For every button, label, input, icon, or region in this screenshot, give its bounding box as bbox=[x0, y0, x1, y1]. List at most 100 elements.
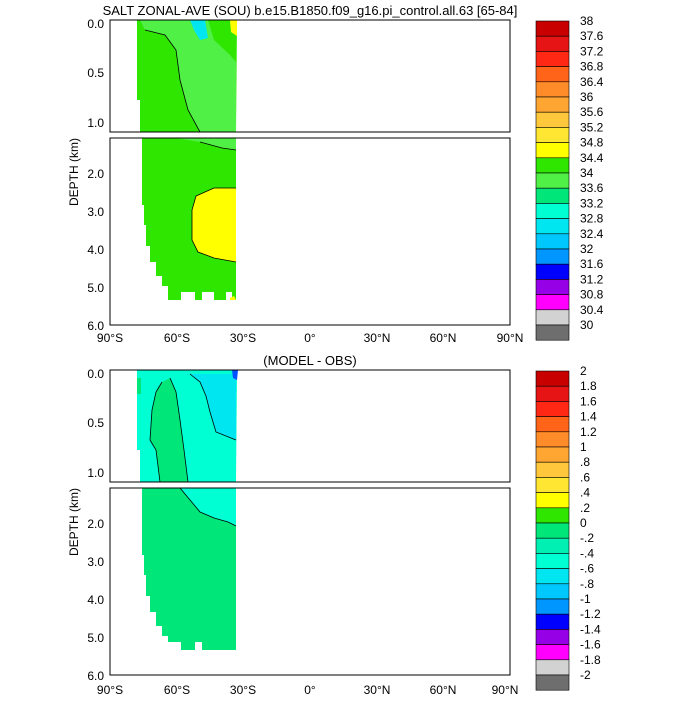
bottom-colorbar-swatch bbox=[535, 401, 570, 417]
top-xtick: 30°S bbox=[230, 331, 256, 345]
bottom-colorbar-label: -2 bbox=[580, 668, 591, 682]
bottom-colorbar-swatch bbox=[535, 507, 570, 524]
top-ytick: 4.0 bbox=[87, 243, 104, 257]
top-colorbar-swatch bbox=[535, 187, 570, 204]
bottom-colorbar-label: .4 bbox=[580, 486, 590, 500]
bottom-colorbar-swatch bbox=[535, 644, 570, 661]
bottom-colorbar-swatch bbox=[535, 629, 570, 645]
bottom-ytick: 0.5 bbox=[87, 416, 104, 430]
bottom-colorbar-label: 0 bbox=[580, 516, 587, 530]
top-colorbar-swatch bbox=[535, 111, 570, 128]
bottom-xtick: 60°S bbox=[164, 683, 190, 697]
top-xtick: 30°N bbox=[364, 331, 391, 345]
top-colorbar: 3837.637.236.836.43635.635.234.834.43433… bbox=[535, 14, 604, 341]
bottom-colorbar-swatch bbox=[535, 446, 570, 463]
top-ytick: 2.0 bbox=[87, 167, 104, 181]
top-xtick: 60°S bbox=[164, 331, 190, 345]
top-ytick: 0.0 bbox=[87, 17, 104, 31]
top-colorbar-label: 38 bbox=[580, 14, 594, 28]
top-xtick: 90°S bbox=[97, 331, 123, 345]
top-colorbar-label: 37.6 bbox=[580, 29, 604, 43]
bottom-colorbar-swatch bbox=[535, 416, 570, 433]
top-upper-contour bbox=[144, 29, 201, 133]
bottom-ytick: 0.0 bbox=[87, 367, 104, 381]
top-upper-field-cyan bbox=[190, 20, 208, 40]
top-lower-field-base bbox=[140, 138, 236, 300]
top-colorbar-label: 32.8 bbox=[580, 212, 604, 226]
bottom-ytick: 3.0 bbox=[87, 555, 104, 569]
bottom-lower-frame bbox=[109, 487, 511, 676]
top-lower-frame bbox=[109, 137, 511, 326]
top-colorbar-swatch bbox=[535, 294, 570, 311]
bottom-colorbar-label: -1.8 bbox=[580, 653, 601, 667]
top-colorbar-label: 30.4 bbox=[580, 303, 604, 317]
top-colorbar-swatch bbox=[535, 20, 570, 37]
bottom-lower-field-cyan bbox=[180, 488, 236, 526]
top-xtick: 0° bbox=[304, 331, 316, 345]
top-colorbar-label: 34.8 bbox=[580, 136, 604, 150]
top-colorbar-swatch bbox=[535, 35, 570, 52]
top-colorbar-swatch bbox=[535, 127, 570, 143]
bottom-colorbar-swatch bbox=[535, 461, 570, 478]
bottom-colorbar-swatch bbox=[535, 598, 570, 615]
bottom-ytick: 2.0 bbox=[87, 517, 104, 531]
bottom-colorbar-label: 1 bbox=[580, 440, 587, 454]
top-y-axis-label: DEPTH (km) bbox=[67, 138, 81, 206]
top-colorbar-label: 31.6 bbox=[580, 257, 604, 271]
bottom-ytick: 1.0 bbox=[87, 466, 104, 480]
top-ytick: 1.0 bbox=[87, 116, 104, 130]
bottom-colorbar-swatch bbox=[535, 370, 570, 387]
bottom-colorbar-swatch bbox=[535, 659, 570, 676]
bottom-colorbar-swatch bbox=[535, 568, 570, 585]
bottom-colorbar-swatch bbox=[535, 385, 570, 402]
bottom-colorbar-swatch bbox=[535, 537, 570, 554]
top-colorbar-swatch bbox=[535, 309, 570, 326]
bottom-upper-field-negative bbox=[176, 372, 236, 482]
top-lower-field-yellow bbox=[192, 188, 236, 262]
bottom-upper-field-minus-4 bbox=[190, 374, 236, 440]
top-colorbar-swatch bbox=[535, 142, 570, 159]
top-colorbar-swatch bbox=[535, 218, 570, 235]
bottom-colorbar-label: .2 bbox=[580, 501, 590, 515]
top-colorbar-swatch bbox=[535, 157, 570, 174]
top-ytick: 5.0 bbox=[87, 281, 104, 295]
top-colorbar-swatch bbox=[535, 96, 570, 113]
bottom-colorbar-label: .8 bbox=[580, 455, 590, 469]
bottom-colorbar-label: 1.8 bbox=[580, 379, 597, 393]
bottom-xtick: 0° bbox=[304, 683, 316, 697]
bottom-colorbar-swatch bbox=[535, 613, 570, 630]
top-xtick: 60°N bbox=[430, 331, 457, 345]
top-colorbar-label: 32.4 bbox=[580, 227, 604, 241]
bottom-colorbar-swatch bbox=[535, 522, 570, 539]
bottom-colorbar-label: -.4 bbox=[580, 546, 594, 560]
top-colorbar-label: 36.4 bbox=[580, 75, 604, 89]
bottom-ytick: 4.0 bbox=[87, 593, 104, 607]
bottom-colorbar-label: -1.2 bbox=[580, 607, 601, 621]
bottom-upper-contour bbox=[149, 381, 163, 483]
bottom-lower-field bbox=[140, 487, 237, 650]
top-upper-field-yellow bbox=[230, 20, 237, 36]
bottom-xtick: 90°N bbox=[492, 683, 519, 697]
top-colorbar-swatch bbox=[535, 324, 570, 341]
bottom-upper-frame bbox=[109, 369, 511, 483]
top-ytick: 0.5 bbox=[87, 66, 104, 80]
top-lower-field-34-4 bbox=[175, 138, 236, 150]
bottom-colorbar-label: 2 bbox=[580, 364, 587, 378]
bottom-colorbar-label: -.2 bbox=[580, 531, 594, 545]
bottom-colorbar-label: 1.6 bbox=[580, 394, 597, 408]
top-colorbar-label: 35.2 bbox=[580, 120, 604, 134]
top-upper-frame bbox=[109, 19, 511, 133]
top-colorbar-label: 34.4 bbox=[580, 151, 604, 165]
bottom-colorbar-swatch bbox=[535, 431, 570, 448]
top-ytick: 6.0 bbox=[87, 319, 104, 333]
top-colorbar-swatch bbox=[535, 233, 570, 250]
bottom-lower-contour bbox=[179, 487, 237, 527]
top-colorbar-swatch bbox=[535, 66, 570, 83]
top-colorbar-label: 36.8 bbox=[580, 60, 604, 74]
bottom-upper-field-blue bbox=[232, 370, 238, 380]
top-colorbar-swatch bbox=[535, 51, 570, 67]
bottom-upper-contour bbox=[189, 373, 237, 441]
bottom-colorbar-label: -.6 bbox=[580, 562, 594, 576]
top-colorbar-label: 30.8 bbox=[580, 288, 604, 302]
top-lower-contour bbox=[199, 141, 237, 151]
